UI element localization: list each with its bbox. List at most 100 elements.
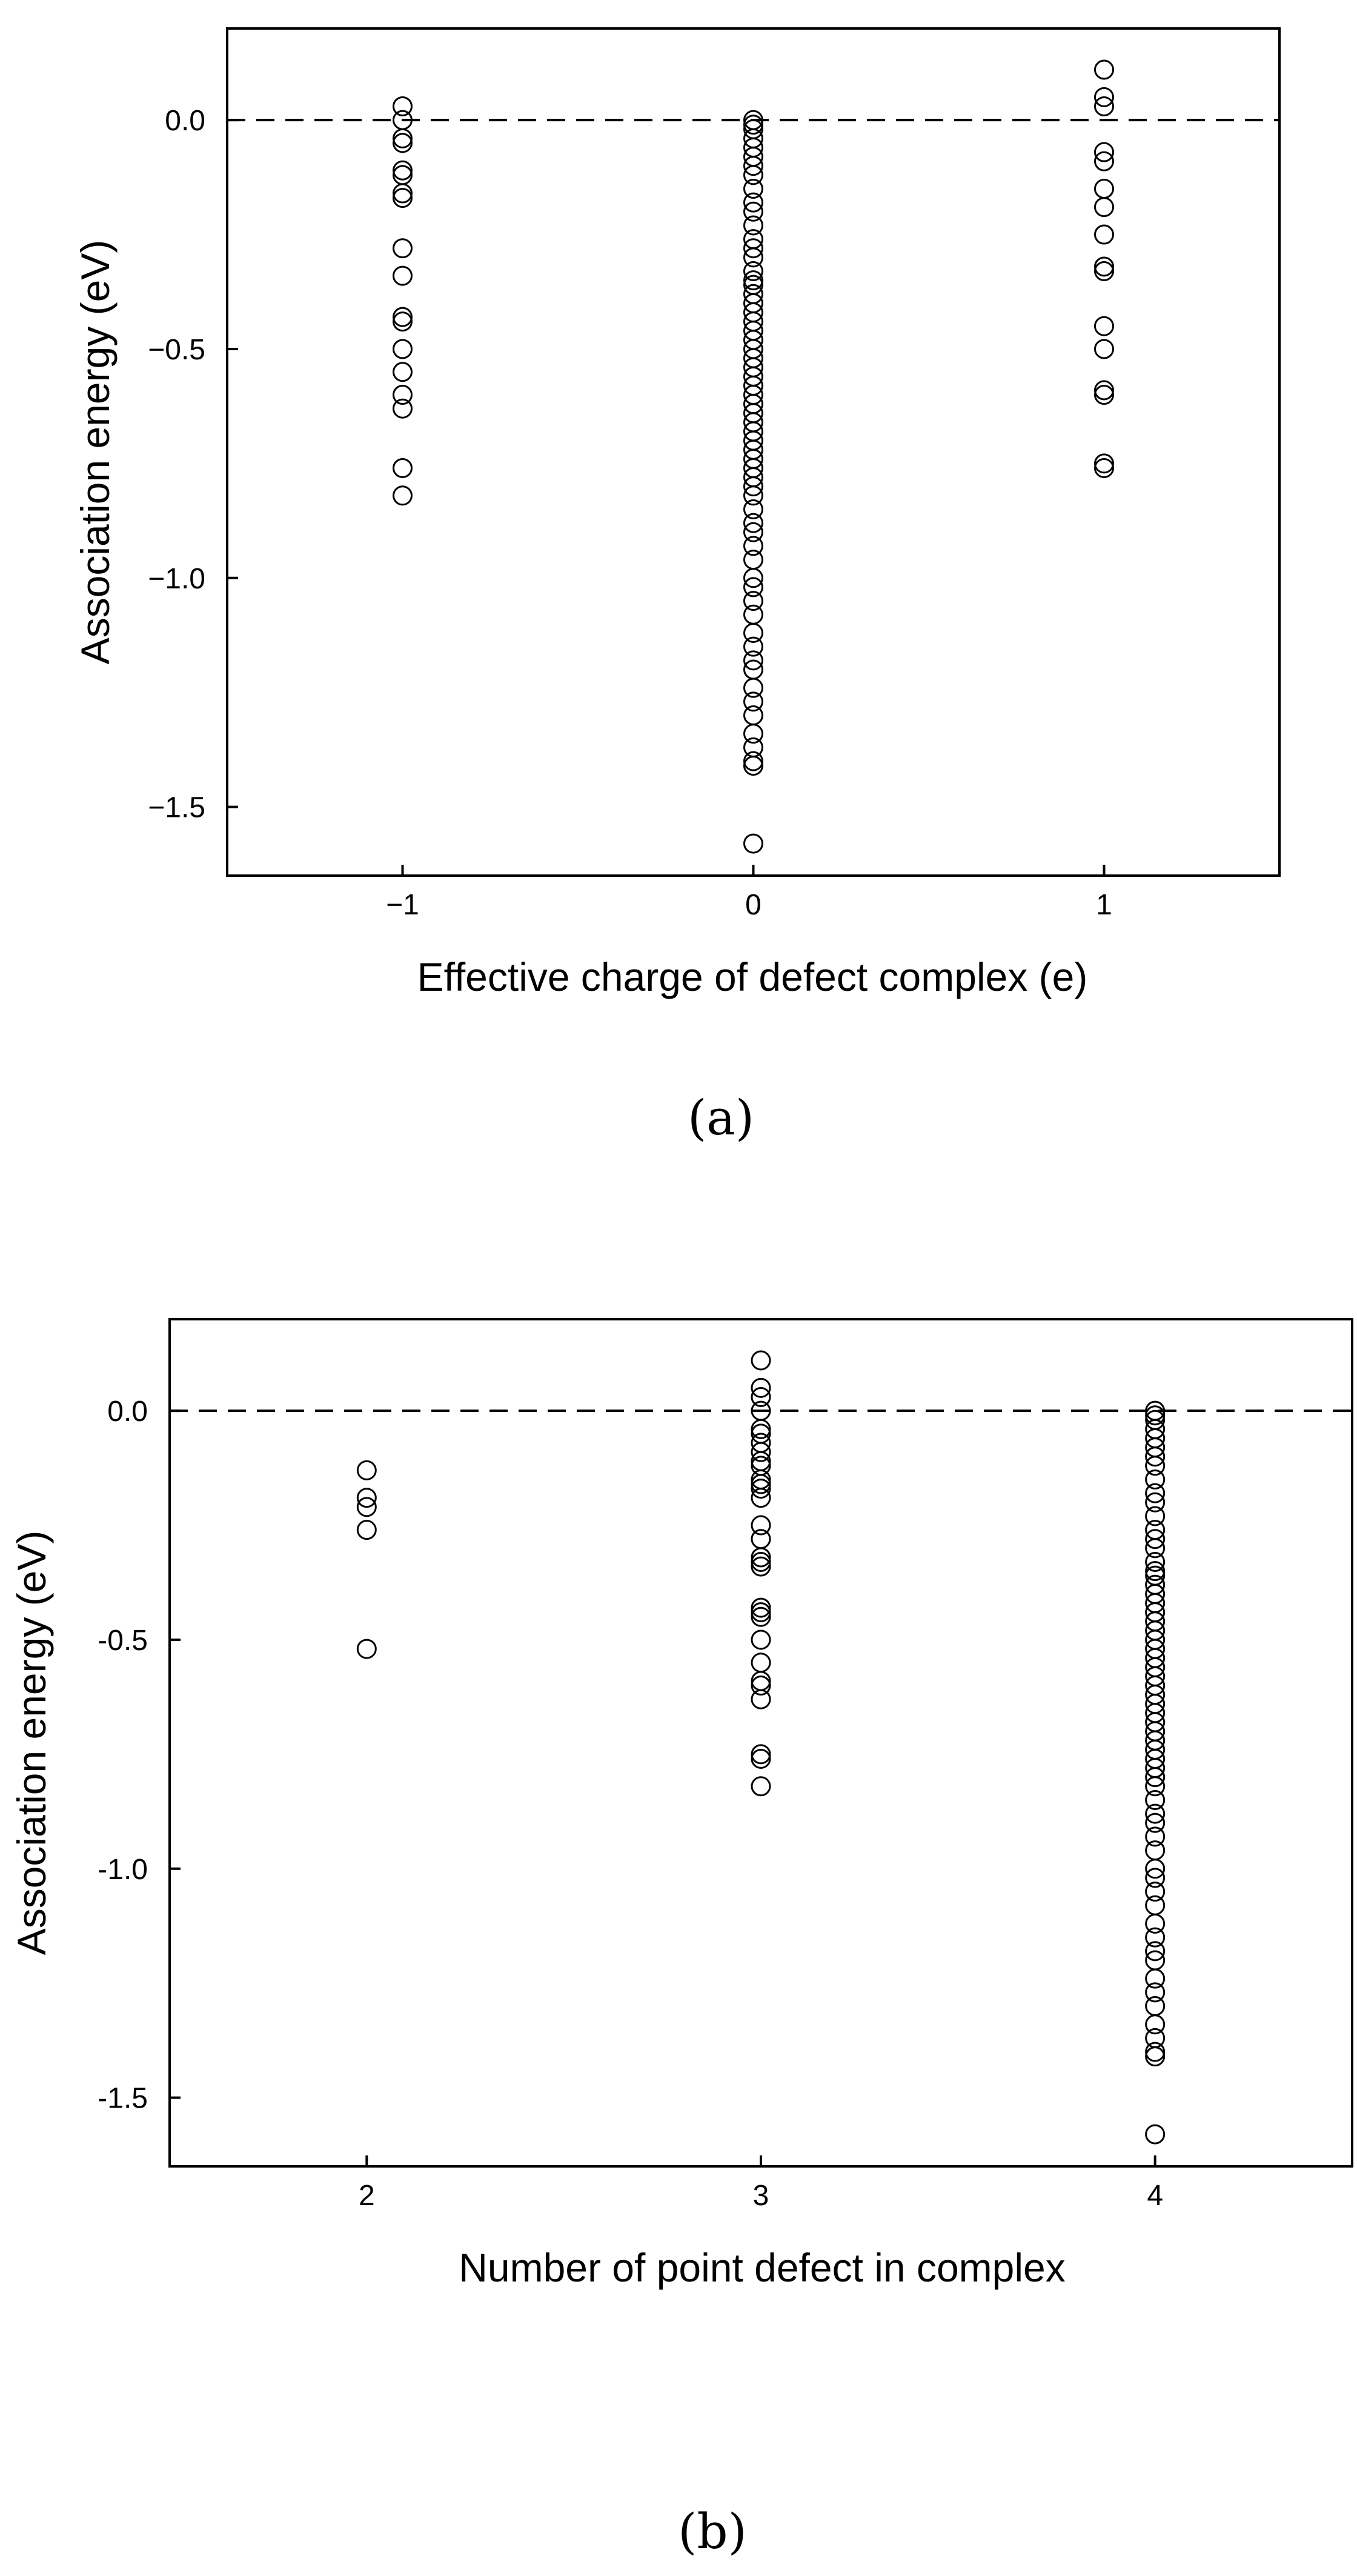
data-point [743,115,763,135]
data-point [1145,1789,1166,1810]
data-point [393,96,413,116]
y-tick-label: -0.5 [98,1625,148,1657]
data-point [751,1671,771,1691]
data-point [743,536,763,556]
data-point [743,677,763,698]
data-point [1145,1492,1166,1513]
data-point [1145,1803,1166,1824]
data-point [1145,1968,1166,1989]
data-point [1145,1840,1166,1861]
data-point [393,385,413,405]
data-point [1094,178,1114,199]
data-point [1145,1456,1166,1476]
x-tick-label: 4 [1147,2180,1163,2212]
data-point [1145,1446,1166,1467]
plot-frame [226,27,1281,877]
data-point [743,215,763,236]
data-point [743,550,763,570]
x-axis-label: Number of point defect in complex [459,2245,1066,2290]
data-point [751,1377,771,1398]
x-tick-label: 0 [745,889,761,921]
data-point [743,705,763,726]
data-point [393,133,413,153]
y-tick-label: -1.5 [98,2083,148,2115]
data-point [393,128,413,148]
data-point [751,1606,771,1627]
chart-panel-b: 2 3 4 0.0 -0.5 -1.0 -1.5 Association energy (e… [9,1318,1353,2560]
data-point [1094,458,1114,478]
y-tick-label: −0.5 [148,334,205,366]
data-point [743,178,763,199]
data-point [1094,151,1114,171]
data-point [751,1488,771,1508]
data-point [743,270,763,291]
data-point [393,362,413,382]
y-tick-label: −1.5 [148,792,205,824]
data-point [743,568,763,588]
data-point [743,485,763,506]
data-point [751,1629,771,1650]
data-point [1145,1767,1166,1788]
data-point [1145,1996,1166,2017]
data-point [743,756,763,776]
data-point [1094,96,1114,116]
data-point [751,1515,771,1536]
data-point [751,1602,771,1623]
data-point [393,458,413,478]
data-point [393,188,413,208]
x-axis-label: Effective charge of defect complex (e) [417,954,1088,999]
y-tick-label: 0.0 [165,105,205,137]
data-point [1145,2014,1166,2035]
data-point [1145,2042,1166,2062]
data-point [751,1776,771,1797]
data-point [743,724,763,744]
data-point [743,261,763,282]
data-point [751,1597,771,1618]
data-point [1094,385,1114,405]
data-point [1145,1882,1166,1902]
x-tick-label: 3 [753,2180,769,2212]
data-point [751,1442,771,1462]
data-point [751,1479,771,1499]
data-point [751,1744,771,1765]
data-point [1094,316,1114,336]
data-point [1094,380,1114,401]
data-point [393,398,413,419]
data-points [356,1350,1166,2145]
y-tick-label: 0.0 [107,1396,148,1428]
data-point [1145,1538,1166,1559]
data-point [1145,1859,1166,1879]
data-point [1094,339,1114,359]
data-point [1145,1927,1166,1948]
data-point [751,1529,771,1549]
data-point [356,1488,377,1508]
data-point [1145,1776,1166,1797]
data-point [751,1474,771,1494]
data-point [1094,142,1114,162]
data-point [751,1552,771,1573]
data-point [743,513,763,533]
y-axis-label: Association energy (eV) [9,1531,54,1955]
data-point [743,476,763,497]
data-point [743,691,763,712]
data-point [743,165,763,185]
data-point [751,1386,771,1407]
data-point [1145,2124,1166,2145]
y-axis-label: Association energy (eV) [73,240,118,665]
data-point [393,238,413,259]
data-point [356,1639,377,1659]
axis-ticks: −1 0 1 0.0 −0.5 −1.0 −1.5 [148,105,1112,921]
data-point [1145,1941,1166,1962]
data-point [743,499,763,519]
data-point [356,1460,377,1480]
data-point [743,192,763,213]
data-point [1094,453,1114,474]
data-point [1145,1826,1166,1847]
data-point [743,604,763,625]
data-point [1094,59,1114,80]
data-point [743,650,763,671]
data-point [1145,1982,1166,2003]
axis-ticks: 2 3 4 0.0 -0.5 -1.0 -1.5 [98,1396,1163,2212]
data-point [1145,1913,1166,1934]
